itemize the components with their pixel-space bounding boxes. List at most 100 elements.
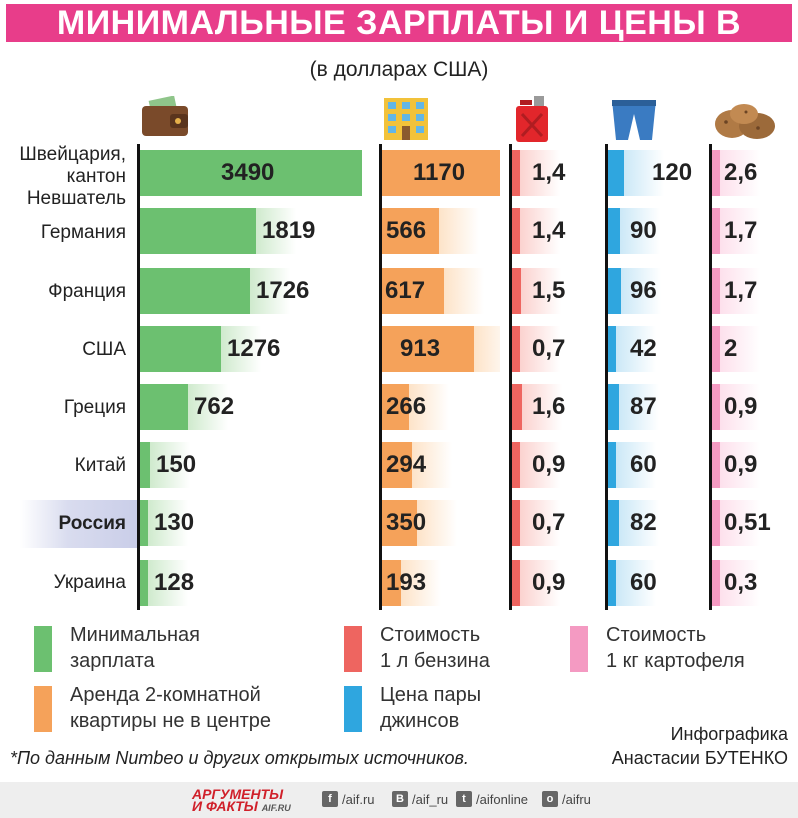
row-label-germany: Германия xyxy=(40,222,126,243)
bar-jeans xyxy=(608,500,700,546)
bar-jeans xyxy=(608,384,700,430)
value-label-fuel: 1,4 xyxy=(532,217,566,244)
axis-line-fuel xyxy=(509,144,512,610)
value-label-rent: 913 xyxy=(400,335,441,362)
social-ok-link[interactable]: o/aifru xyxy=(542,791,591,809)
odnoklassniki-icon: o xyxy=(542,791,558,807)
row-label-russia: Россия xyxy=(58,513,126,534)
wallet-icon xyxy=(142,96,188,136)
row-label-line: Швейцария, xyxy=(19,144,126,165)
title-box: МИНИМАЛЬНЫЕ ЗАРПЛАТЫ И ЦЕНЫ В МИРЕ xyxy=(6,4,792,80)
legend-swatch-rent xyxy=(34,686,52,732)
bar-rent xyxy=(382,500,500,546)
subtitle: (в долларах США) xyxy=(309,58,489,81)
bar-wage xyxy=(140,268,362,314)
social-handle: /aif_ru xyxy=(412,792,449,807)
value-label-jeans: 87 xyxy=(630,393,657,420)
bar-fuel xyxy=(512,560,584,606)
row-label-usa: США xyxy=(82,339,126,360)
bar-jeans xyxy=(608,208,700,254)
legend-line: Цена пары xyxy=(380,684,482,706)
value-label-wage: 762 xyxy=(194,393,235,420)
fuel-can-icon xyxy=(516,96,548,142)
social-twitter-link[interactable]: t/aifonline xyxy=(456,791,528,809)
row-label-france: Франция xyxy=(48,281,126,302)
value-label-wage: 1276 xyxy=(227,335,281,362)
value-label-fuel: 1,5 xyxy=(532,277,566,304)
credit: Инфографика Анастасии БУТЕНКО xyxy=(612,722,788,770)
title-bar: МИНИМАЛЬНЫЕ ЗАРПЛАТЫ И ЦЕНЫ В МИРЕ xyxy=(0,0,798,80)
legend-line: 1 л бензина xyxy=(380,650,490,672)
bar-wage xyxy=(140,500,362,546)
value-label-wage: 128 xyxy=(154,569,195,596)
legend-swatch-potato xyxy=(570,626,588,672)
social-handle: /aif.ru xyxy=(342,792,375,807)
axis-line-jeans xyxy=(605,144,608,610)
value-label-fuel: 0,7 xyxy=(532,335,566,362)
social-facebook-link[interactable]: f/aif.ru xyxy=(322,791,375,809)
bar-wage xyxy=(140,208,362,254)
social-handle: /aifru xyxy=(562,792,591,807)
bar-fuel xyxy=(512,326,584,372)
bar-fuel xyxy=(512,384,584,430)
social-handle: /aifonline xyxy=(476,792,529,807)
value-label-fuel: 1,4 xyxy=(532,159,566,186)
bar-rent xyxy=(382,384,500,430)
bar-rent xyxy=(382,326,500,372)
vk-icon: B xyxy=(392,791,408,807)
value-label-fuel: 0,7 xyxy=(532,509,566,536)
bar-wage xyxy=(140,442,362,488)
row-label-line: Невшатель xyxy=(26,188,126,209)
bar-potato xyxy=(712,500,784,546)
bar-jeans xyxy=(608,326,700,372)
bar-jeans xyxy=(608,442,700,488)
bar-jeans xyxy=(608,268,700,314)
bar-potato xyxy=(712,384,784,430)
row-label-china: Китай xyxy=(74,455,126,476)
row-label-ukraine: Украина xyxy=(53,572,126,593)
credit-line: Инфографика xyxy=(670,724,788,744)
value-label-rent: 193 xyxy=(386,569,427,596)
value-label-rent: 1170 xyxy=(413,159,466,186)
legend-label-fuel: Стоимость 1 л бензина xyxy=(380,622,490,674)
russia-highlight-band xyxy=(20,500,140,548)
page-title: МИНИМАЛЬНЫЕ ЗАРПЛАТЫ И ЦЕНЫ В МИРЕ xyxy=(56,4,742,80)
bar-potato xyxy=(712,560,784,606)
value-label-jeans: 42 xyxy=(630,335,657,362)
value-label-rent: 294 xyxy=(386,451,427,478)
legend-swatch-wage xyxy=(34,626,52,672)
legend-swatch-fuel xyxy=(344,626,362,672)
legend-line: Минимальная xyxy=(70,624,201,646)
value-label-wage: 1726 xyxy=(256,277,310,304)
value-label-jeans: 60 xyxy=(630,451,657,478)
bar-potato xyxy=(712,442,784,488)
bar-jeans xyxy=(608,150,700,196)
potatoes-icon xyxy=(715,104,775,139)
bar-rent xyxy=(382,150,500,196)
row-label-greece: Греция xyxy=(63,397,126,418)
value-label-rent: 617 xyxy=(385,277,426,304)
building-icon xyxy=(384,98,428,140)
twitter-icon: t xyxy=(456,791,472,807)
value-label-wage: 3490 xyxy=(221,159,275,186)
bar-jeans xyxy=(608,560,700,606)
brand-logo[interactable]: АРГУМЕНТЫ И ФАКТЫ AIF.RU xyxy=(192,787,291,814)
legend-line: Стоимость xyxy=(606,624,707,646)
footer: АРГУМЕНТЫ И ФАКТЫ AIF.RU f/aif.ru B/aif_… xyxy=(0,782,798,818)
legend-line: квартиры не в центре xyxy=(70,710,272,732)
social-vk-link[interactable]: B/aif_ru xyxy=(392,791,448,809)
legend-line: 1 кг картофеля xyxy=(606,650,745,672)
bar-fuel xyxy=(512,442,584,488)
value-label-fuel: 0,9 xyxy=(532,451,566,478)
legend-line: джинсов xyxy=(380,710,460,732)
value-label-wage: 130 xyxy=(154,509,195,536)
brand-domain: AIF.RU xyxy=(261,803,291,813)
bar-rent xyxy=(382,268,500,314)
value-label-wage: 1819 xyxy=(262,217,316,244)
value-label-potato: 2,6 xyxy=(724,159,758,186)
axis-line-rent xyxy=(379,144,382,610)
legend-label-potato: Стоимость 1 кг картофеля xyxy=(606,622,745,674)
brand-line: И ФАКТЫ xyxy=(192,798,258,814)
bar-wage xyxy=(140,560,362,606)
bar-wage xyxy=(140,326,362,372)
